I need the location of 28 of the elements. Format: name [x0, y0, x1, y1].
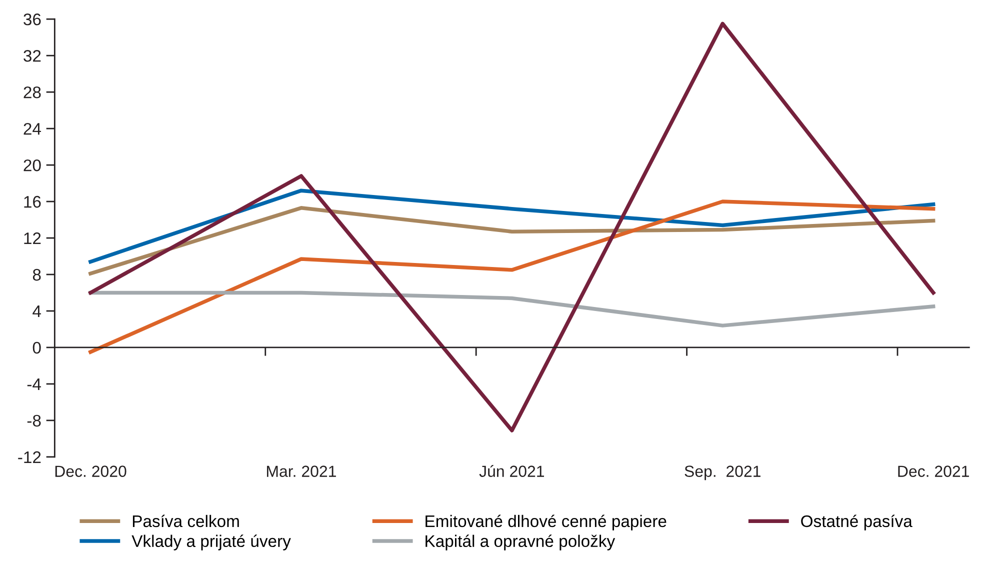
- y-tick-label: -12: [18, 451, 41, 463]
- y-tick-label: 4: [32, 306, 41, 318]
- y-tick-label: 20: [24, 159, 41, 172]
- legend-label: Emitované dlhové cenné papiere: [426, 514, 666, 530]
- y-tick-label: -4: [27, 378, 41, 390]
- y-tick-label: 36: [24, 14, 41, 26]
- x-tick-label: Dec. 2020: [55, 466, 126, 477]
- legend-label: Pasíva celkom: [132, 514, 239, 528]
- y-tick-label: 8: [32, 268, 41, 281]
- line-series: [88, 22, 936, 432]
- x-tick-label: Jún 2021: [479, 465, 544, 477]
- x-tick-label: Sep. 2021: [684, 466, 760, 480]
- line-series: [88, 290, 936, 328]
- legend-label: Ostatné pasíva: [801, 514, 912, 530]
- legend-label: Kapitál a opravné položky: [426, 534, 616, 550]
- y-tick-label: -8: [27, 414, 41, 427]
- y-tick-label: 16: [24, 196, 41, 208]
- y-tick-label: 0: [32, 342, 41, 354]
- y-tick-label: 28: [24, 86, 41, 98]
- x-tick-label: Dec. 2021: [898, 466, 969, 477]
- y-tick-label: 32: [24, 50, 41, 62]
- y-tick-label: 12: [24, 232, 41, 244]
- y-tick-label: 24: [24, 122, 41, 135]
- x-tick-label: Mar. 2021: [266, 466, 336, 477]
- legend-label: Vklady a prijaté úvery: [132, 534, 291, 550]
- line-series: [88, 206, 936, 276]
- line-series: [88, 200, 936, 354]
- line-series: [88, 188, 936, 264]
